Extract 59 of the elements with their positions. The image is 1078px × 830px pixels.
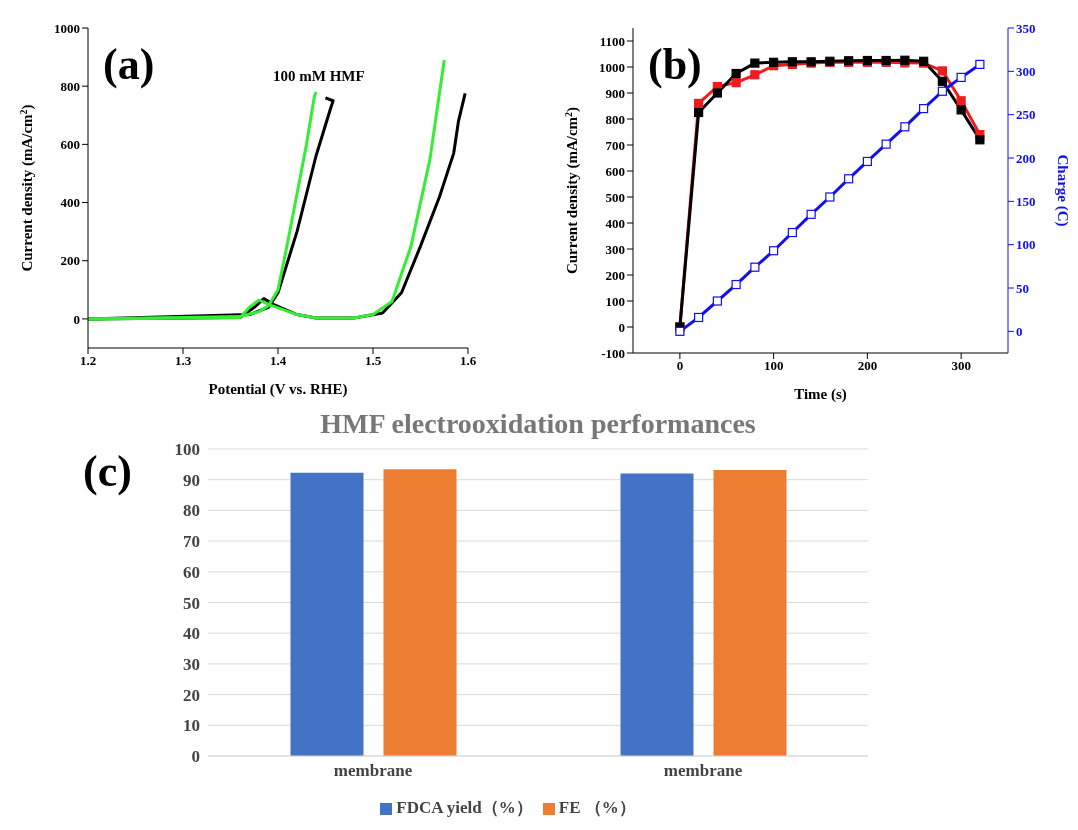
annotation: (b) <box>648 40 702 89</box>
y-tick-label: 90 <box>183 470 200 490</box>
y-tick-label: 70 <box>183 532 200 552</box>
y2-tick-label: 300 <box>1016 63 1036 79</box>
x-tick-label: 200 <box>857 358 878 374</box>
y2-tick-label: 100 <box>1016 237 1036 253</box>
y-tick-label: 60 <box>183 562 200 582</box>
y-tick-label: 400 <box>605 215 625 231</box>
x-axis-title: Time (s) <box>794 386 847 403</box>
y-tick-label: 50 <box>183 593 200 613</box>
x-tick-label: 1.5 <box>364 353 382 369</box>
y-tick-label: 400 <box>60 195 80 211</box>
y-tick-label: 0 <box>191 747 200 767</box>
x-tick-label: 100 <box>763 358 784 374</box>
y-tick-label: 1100 <box>599 33 625 49</box>
x-tick-label: 1.4 <box>269 353 287 369</box>
y-tick-label: 40 <box>183 624 200 644</box>
legend-label: FDCA yield（%） <box>396 798 533 817</box>
y-tick-label: 200 <box>60 253 80 269</box>
y-tick-label: 100 <box>174 440 200 460</box>
y-tick-label: 200 <box>605 267 625 283</box>
y-tick-label: 700 <box>605 137 625 153</box>
x-tick-label: 0 <box>676 358 684 374</box>
x-tick-label: 1.2 <box>79 353 97 369</box>
y2-tick-label: 50 <box>1016 280 1029 296</box>
y-tick-label: 30 <box>183 654 200 674</box>
x-tick-label: membrane <box>663 761 743 781</box>
y-tick-label: 1000 <box>54 20 80 36</box>
y-tick-label: -100 <box>601 345 625 361</box>
legend-label: FE （%） <box>558 798 636 817</box>
y-tick-label: 600 <box>60 136 80 152</box>
y2-tick-label: 150 <box>1016 193 1036 209</box>
y2-tick-label: 200 <box>1016 150 1036 166</box>
y-tick-label: 20 <box>183 685 200 705</box>
y-tick-label: 300 <box>605 241 625 257</box>
y-tick-label: 0 <box>618 319 625 335</box>
y2-tick-label: 0 <box>1016 323 1023 339</box>
y-tick-label: 900 <box>605 85 625 101</box>
x-tick-label: membrane <box>333 761 413 781</box>
y-tick-label: 10 <box>183 716 200 736</box>
y2-tick-label: 250 <box>1016 107 1036 123</box>
y-tick-label: 800 <box>60 78 80 94</box>
y-tick-label: 500 <box>605 189 625 205</box>
x-tick-label: 1.3 <box>174 353 192 369</box>
y-tick-label: 800 <box>605 111 625 127</box>
annotation: 100 mM HMF <box>273 68 365 85</box>
y2-axis-title: Charge (C) <box>1054 154 1071 227</box>
y2-tick-label: 350 <box>1016 20 1036 36</box>
text: (c) <box>83 447 132 496</box>
y-tick-label: 100 <box>605 293 625 309</box>
y-tick-label: 1000 <box>599 59 625 75</box>
annotation: (a) <box>103 40 155 89</box>
y-tick-label: 600 <box>605 163 625 179</box>
y-tick-label: 0 <box>73 311 80 327</box>
y-tick-label: 80 <box>183 501 200 521</box>
x-axis-title: Potential (V vs. RHE) <box>208 381 348 398</box>
x-tick-label: 300 <box>951 358 971 374</box>
chart-title: HMF electrooxidation performances <box>320 408 756 439</box>
x-tick-label: 1.6 <box>459 353 477 369</box>
